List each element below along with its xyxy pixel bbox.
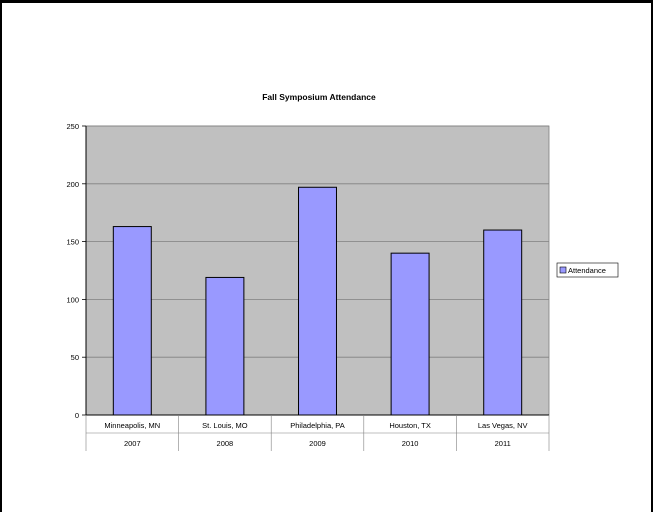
x-tick-label-location: Philadelphia, PA [290, 421, 344, 430]
bar [205, 276, 245, 416]
y-tick-label: 50 [71, 353, 79, 362]
x-tick-label-location: Houston, TX [389, 421, 431, 430]
legend: Attendance [556, 262, 619, 278]
x-tick-label-year: 2008 [217, 439, 234, 448]
legend-swatch [559, 266, 567, 274]
x-tick-label-year: 2007 [124, 439, 141, 448]
bar [298, 186, 337, 416]
y-tick-label: 150 [66, 238, 79, 247]
y-tick-label: 250 [66, 122, 79, 131]
bar-chart: Fall Symposium Attendance 0 50 100 150 200 25… [66, 92, 619, 451]
bar [483, 229, 523, 416]
bar [390, 252, 430, 416]
bar [112, 226, 152, 416]
x-tick-label-year: 2010 [402, 439, 419, 448]
legend-label: Attendance [568, 266, 606, 275]
y-tick-label: 200 [66, 180, 79, 189]
x-tick-label-year: 2011 [495, 439, 511, 448]
legend-box [556, 262, 619, 278]
x-tick-label-year: 2009 [309, 439, 326, 448]
chart-title: Fall Symposium Attendance [262, 92, 376, 102]
plot-area: 0 50 100 150 200 250 Minneapolis, MN 2007 St. Lo… [66, 122, 550, 451]
x-tick-label-location: St. Louis, MO [202, 421, 248, 430]
x-tick-label-location: Las Vegas, NV [478, 421, 528, 430]
x-tick-label-location: Minneapolis, MN [104, 421, 160, 430]
y-tick-label: 0 [75, 411, 79, 420]
y-tick-label: 100 [66, 295, 79, 304]
